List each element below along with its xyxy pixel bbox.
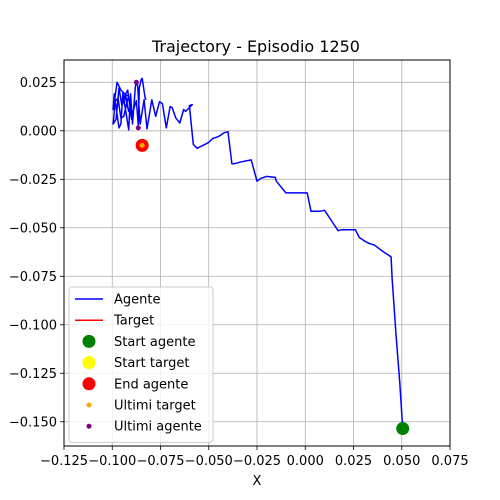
series-layer <box>112 77 410 436</box>
y-tick-label: −0.150 <box>9 415 57 430</box>
agente-line <box>112 77 404 429</box>
y-tick-label: −0.025 <box>9 173 57 188</box>
legend-ultimi-target-swatch <box>86 402 92 408</box>
legend-ultimi-agente-label: Ultimi agente <box>114 420 202 435</box>
x-tick-label: −0.025 <box>233 454 281 469</box>
ultimi-target-marker <box>139 142 145 148</box>
legend-ultimi-agente-swatch <box>86 423 92 429</box>
chart-title: Trajectory - Episodio 1250 <box>151 37 360 56</box>
y-tick-label: 0.000 <box>20 124 57 139</box>
legend-start-agente-label: Start agente <box>114 335 195 350</box>
legend-start-agente-swatch <box>82 334 96 348</box>
ultimi-agente-marker <box>133 79 139 85</box>
legend-target-label: Target <box>113 314 154 329</box>
x-tick-label: −0.100 <box>88 454 136 469</box>
start-agente-marker <box>396 422 410 436</box>
legend: Agente Target Start agente Start target End … <box>68 286 214 443</box>
x-axis: −0.125 −0.100 −0.075 −0.050 −0.025 0.000 0.025… <box>40 446 469 469</box>
legend-box <box>68 286 214 443</box>
x-tick-label: −0.125 <box>40 454 88 469</box>
x-tick-label: 0.075 <box>431 454 468 469</box>
x-tick-label: 0.000 <box>287 454 324 469</box>
legend-end-agente-label: End agente <box>114 377 188 392</box>
y-tick-label: −0.075 <box>9 270 57 285</box>
legend-agente-label: Agente <box>114 293 160 308</box>
y-axis: 0.025 0.000 −0.025 −0.050 −0.075 −0.100 −0.125… <box>9 76 64 430</box>
ultimi-agente-marker <box>135 125 141 131</box>
x-tick-label: −0.050 <box>185 454 233 469</box>
y-tick-label: −0.100 <box>9 318 57 333</box>
x-tick-label: −0.075 <box>136 454 184 469</box>
legend-start-target-label: Start target <box>114 356 189 371</box>
legend-end-agente-swatch <box>82 377 96 391</box>
x-axis-label: X <box>253 474 262 489</box>
y-tick-label: −0.125 <box>9 367 57 382</box>
x-tick-label: 0.050 <box>383 454 420 469</box>
legend-start-target-swatch <box>82 356 96 370</box>
y-tick-label: 0.025 <box>20 76 57 91</box>
y-tick-label: −0.050 <box>9 221 57 236</box>
x-tick-label: 0.025 <box>335 454 372 469</box>
legend-ultimi-target-label: Ultimi target <box>114 399 196 414</box>
